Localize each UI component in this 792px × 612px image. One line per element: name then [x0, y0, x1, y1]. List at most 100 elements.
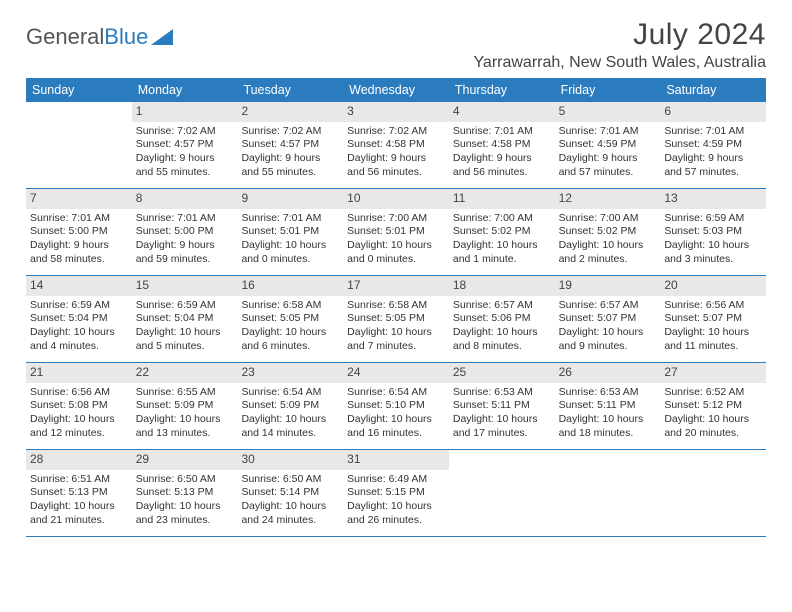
sunrise-text: Sunrise: 7:00 AM: [559, 212, 657, 226]
day-cell: 30Sunrise: 6:50 AMSunset: 5:14 PMDayligh…: [237, 450, 343, 536]
week-row: 7Sunrise: 7:01 AMSunset: 5:00 PMDaylight…: [26, 189, 766, 276]
logo: GeneralBlue: [26, 18, 173, 50]
daylight-text: Daylight: 10 hours and 4 minutes.: [30, 326, 128, 353]
sunrise-text: Sunrise: 6:50 AM: [136, 473, 234, 487]
daylight-text: Daylight: 10 hours and 17 minutes.: [453, 413, 551, 440]
sunrise-text: Sunrise: 7:01 AM: [453, 125, 551, 139]
daylight-text: Daylight: 10 hours and 20 minutes.: [664, 413, 762, 440]
logo-triangle-icon: [151, 29, 173, 45]
sunrise-text: Sunrise: 6:59 AM: [136, 299, 234, 313]
day-cell: 22Sunrise: 6:55 AMSunset: 5:09 PMDayligh…: [132, 363, 238, 449]
day-number: 16: [237, 276, 343, 296]
day-number: 28: [26, 450, 132, 470]
sunrise-text: Sunrise: 6:57 AM: [559, 299, 657, 313]
day-header-cell: Saturday: [660, 78, 766, 102]
day-cell: 13Sunrise: 6:59 AMSunset: 5:03 PMDayligh…: [660, 189, 766, 275]
sunset-text: Sunset: 5:05 PM: [241, 312, 339, 326]
day-cell: 8Sunrise: 7:01 AMSunset: 5:00 PMDaylight…: [132, 189, 238, 275]
daylight-text: Daylight: 10 hours and 0 minutes.: [347, 239, 445, 266]
empty-cell: [660, 450, 766, 536]
sunrise-text: Sunrise: 6:56 AM: [664, 299, 762, 313]
sunset-text: Sunset: 4:57 PM: [241, 138, 339, 152]
sunset-text: Sunset: 5:14 PM: [241, 486, 339, 500]
day-cell: 21Sunrise: 6:56 AMSunset: 5:08 PMDayligh…: [26, 363, 132, 449]
sunrise-text: Sunrise: 7:01 AM: [30, 212, 128, 226]
day-cell: 3Sunrise: 7:02 AMSunset: 4:58 PMDaylight…: [343, 102, 449, 188]
sunset-text: Sunset: 5:04 PM: [30, 312, 128, 326]
sunset-text: Sunset: 5:11 PM: [559, 399, 657, 413]
sunset-text: Sunset: 5:11 PM: [453, 399, 551, 413]
daylight-text: Daylight: 9 hours and 56 minutes.: [453, 152, 551, 179]
day-number: 31: [343, 450, 449, 470]
day-cell: 19Sunrise: 6:57 AMSunset: 5:07 PMDayligh…: [555, 276, 661, 362]
day-cell: 31Sunrise: 6:49 AMSunset: 5:15 PMDayligh…: [343, 450, 449, 536]
daylight-text: Daylight: 10 hours and 12 minutes.: [30, 413, 128, 440]
day-number: 10: [343, 189, 449, 209]
title-block: July 2024 Yarrawarrah, New South Wales, …: [473, 18, 766, 72]
sunrise-text: Sunrise: 7:00 AM: [453, 212, 551, 226]
sunset-text: Sunset: 5:01 PM: [241, 225, 339, 239]
daylight-text: Daylight: 10 hours and 11 minutes.: [664, 326, 762, 353]
day-number: 23: [237, 363, 343, 383]
empty-cell: [449, 450, 555, 536]
day-number: 24: [343, 363, 449, 383]
daylight-text: Daylight: 10 hours and 14 minutes.: [241, 413, 339, 440]
daylight-text: Daylight: 10 hours and 13 minutes.: [136, 413, 234, 440]
calendar-grid: SundayMondayTuesdayWednesdayThursdayFrid…: [26, 78, 766, 537]
day-cell: 10Sunrise: 7:00 AMSunset: 5:01 PMDayligh…: [343, 189, 449, 275]
sunrise-text: Sunrise: 7:01 AM: [559, 125, 657, 139]
day-header-cell: Friday: [555, 78, 661, 102]
day-number: 9: [237, 189, 343, 209]
empty-cell: [26, 102, 132, 188]
day-cell: 16Sunrise: 6:58 AMSunset: 5:05 PMDayligh…: [237, 276, 343, 362]
daylight-text: Daylight: 9 hours and 55 minutes.: [136, 152, 234, 179]
day-number: 11: [449, 189, 555, 209]
sunset-text: Sunset: 5:13 PM: [30, 486, 128, 500]
day-cell: 9Sunrise: 7:01 AMSunset: 5:01 PMDaylight…: [237, 189, 343, 275]
day-number: 5: [555, 102, 661, 122]
day-header-cell: Thursday: [449, 78, 555, 102]
day-header-cell: Wednesday: [343, 78, 449, 102]
sunrise-text: Sunrise: 6:59 AM: [30, 299, 128, 313]
logo-text-2: Blue: [104, 24, 148, 50]
day-cell: 27Sunrise: 6:52 AMSunset: 5:12 PMDayligh…: [660, 363, 766, 449]
month-title: July 2024: [473, 18, 766, 52]
location-label: Yarrawarrah, New South Wales, Australia: [473, 54, 766, 72]
day-cell: 5Sunrise: 7:01 AMSunset: 4:59 PMDaylight…: [555, 102, 661, 188]
daylight-text: Daylight: 10 hours and 24 minutes.: [241, 500, 339, 527]
day-number: 19: [555, 276, 661, 296]
daylight-text: Daylight: 10 hours and 26 minutes.: [347, 500, 445, 527]
sunset-text: Sunset: 4:59 PM: [664, 138, 762, 152]
day-number: 18: [449, 276, 555, 296]
day-cell: 17Sunrise: 6:58 AMSunset: 5:05 PMDayligh…: [343, 276, 449, 362]
day-header-cell: Sunday: [26, 78, 132, 102]
day-number: 2: [237, 102, 343, 122]
sunset-text: Sunset: 5:00 PM: [30, 225, 128, 239]
sunrise-text: Sunrise: 6:57 AM: [453, 299, 551, 313]
day-cell: 2Sunrise: 7:02 AMSunset: 4:57 PMDaylight…: [237, 102, 343, 188]
sunrise-text: Sunrise: 6:49 AM: [347, 473, 445, 487]
sunrise-text: Sunrise: 7:02 AM: [241, 125, 339, 139]
sunrise-text: Sunrise: 7:01 AM: [136, 212, 234, 226]
week-row: 21Sunrise: 6:56 AMSunset: 5:08 PMDayligh…: [26, 363, 766, 450]
daylight-text: Daylight: 10 hours and 5 minutes.: [136, 326, 234, 353]
day-cell: 18Sunrise: 6:57 AMSunset: 5:06 PMDayligh…: [449, 276, 555, 362]
daylight-text: Daylight: 10 hours and 18 minutes.: [559, 413, 657, 440]
day-number: 21: [26, 363, 132, 383]
sunset-text: Sunset: 5:13 PM: [136, 486, 234, 500]
day-number: 29: [132, 450, 238, 470]
sunset-text: Sunset: 5:04 PM: [136, 312, 234, 326]
daylight-text: Daylight: 10 hours and 2 minutes.: [559, 239, 657, 266]
calendar-page: GeneralBlue July 2024 Yarrawarrah, New S…: [0, 0, 792, 547]
sunrise-text: Sunrise: 6:50 AM: [241, 473, 339, 487]
day-header-row: SundayMondayTuesdayWednesdayThursdayFrid…: [26, 78, 766, 102]
day-number: 13: [660, 189, 766, 209]
day-cell: 7Sunrise: 7:01 AMSunset: 5:00 PMDaylight…: [26, 189, 132, 275]
week-row: 1Sunrise: 7:02 AMSunset: 4:57 PMDaylight…: [26, 102, 766, 189]
sunrise-text: Sunrise: 6:55 AM: [136, 386, 234, 400]
daylight-text: Daylight: 9 hours and 56 minutes.: [347, 152, 445, 179]
daylight-text: Daylight: 9 hours and 57 minutes.: [664, 152, 762, 179]
day-number: 26: [555, 363, 661, 383]
sunset-text: Sunset: 5:07 PM: [664, 312, 762, 326]
day-header-cell: Tuesday: [237, 78, 343, 102]
